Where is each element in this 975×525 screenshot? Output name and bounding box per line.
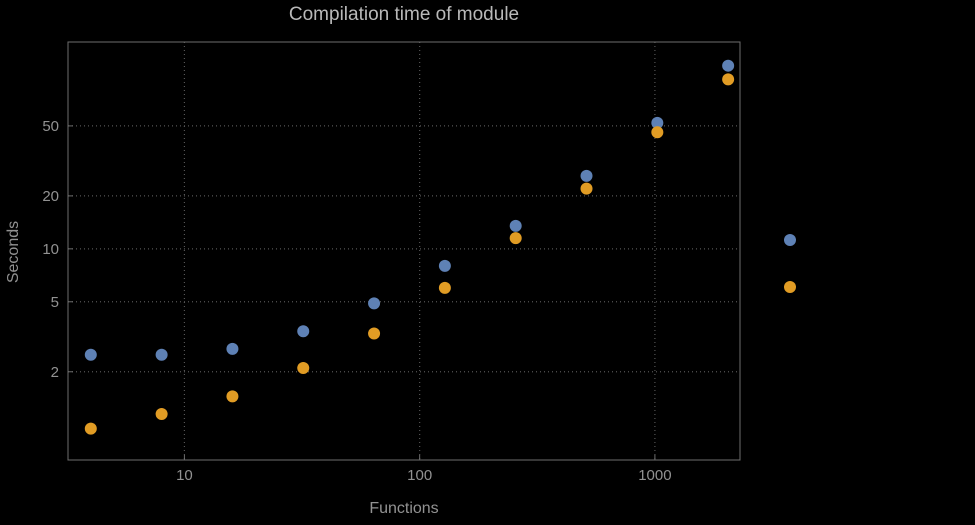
data-point-series-2-orange [438, 281, 451, 294]
data-point-series-1-blue [155, 348, 168, 361]
data-point-series-2-orange [368, 327, 381, 340]
data-point-series-1-blue [722, 59, 735, 72]
x-tick-label: 1000 [638, 467, 671, 484]
y-tick-label: 50 [42, 118, 59, 135]
legend-marker-series-2-orange [784, 281, 796, 293]
x-axis-label: Functions [369, 500, 439, 517]
data-point-series-1-blue [368, 297, 381, 310]
data-point-series-2-orange [84, 422, 97, 435]
data-point-series-1-blue [438, 259, 451, 272]
legend-marker-series-1-blue [784, 234, 796, 246]
data-point-series-2-orange [226, 390, 239, 403]
data-point-series-2-orange [297, 362, 310, 375]
data-point-series-2-orange [722, 73, 735, 86]
data-point-series-1-blue [226, 342, 239, 355]
y-tick-label: 5 [51, 294, 59, 311]
y-tick-label: 10 [42, 241, 59, 258]
data-point-series-2-orange [651, 126, 664, 139]
data-point-series-1-blue [580, 169, 593, 182]
x-tick-label: 10 [176, 467, 193, 484]
data-point-series-2-orange [580, 182, 593, 195]
data-point-series-2-orange [155, 408, 168, 421]
data-point-series-1-blue [297, 325, 310, 338]
data-point-series-1-blue [651, 116, 664, 129]
y-tick-label: 2 [51, 364, 59, 381]
plot-frame [67, 41, 741, 461]
data-point-series-2-orange [509, 232, 522, 245]
y-tick-label: 20 [42, 188, 59, 205]
data-point-series-1-blue [509, 219, 522, 232]
data-point-series-1-blue [84, 348, 97, 361]
x-tick-label: 100 [407, 467, 432, 484]
y-axis-label: Seconds [5, 220, 22, 284]
chart-title: Compilation time of module [288, 4, 520, 25]
